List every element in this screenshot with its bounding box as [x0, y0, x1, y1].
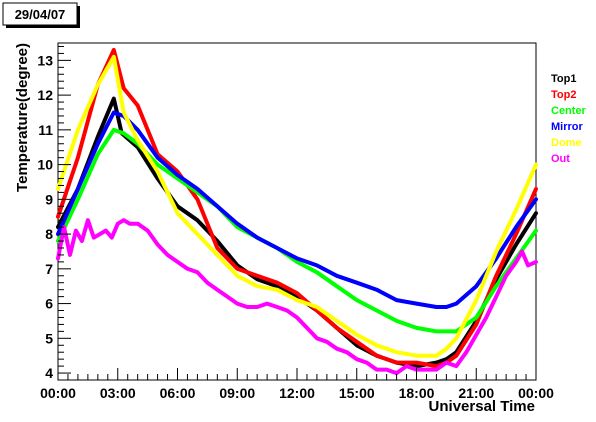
y-tick-label: 8 [45, 226, 53, 242]
x-tick-label: 21:00 [458, 385, 494, 401]
x-tick-label: 15:00 [339, 385, 375, 401]
x-axis: 00:00 03:00 06:00 09:00 12:00 15:00 18:00 21:00… [40, 368, 554, 401]
series-line-center [56, 127, 538, 334]
series-line-dome [56, 54, 538, 358]
x-tick-label: 00:00 [40, 385, 76, 401]
date-box: 29/04/07 [2, 2, 80, 28]
plot-frame [57, 42, 537, 381]
x-tick-label: 03:00 [100, 385, 136, 401]
x-tick-label: 12:00 [279, 385, 315, 401]
legend-entry-center: Center [551, 105, 587, 117]
y-axis: 4 5 6 7 8 9 10 11 12 13 [37, 45, 71, 381]
date-label: 29/04/07 [15, 7, 66, 22]
x-tick-label: 18:00 [399, 385, 435, 401]
y-tick-label: 10 [37, 157, 53, 173]
x-axis-title: Universal Time [429, 398, 535, 415]
series-line-top2 [56, 47, 538, 369]
y-axis-title: Temperature(degree) [14, 43, 31, 192]
legend-entry-top1: Top1 [551, 73, 576, 85]
y-tick-label: 4 [45, 365, 53, 381]
y-tick-label: 6 [45, 296, 53, 312]
x-tick-label: 00:00 [518, 385, 554, 401]
legend: Top1 Top2 Center Mirror Dome Out [551, 73, 587, 165]
series-line-out [56, 218, 538, 376]
legend-entry-dome: Dome [551, 137, 582, 149]
y-tick-label: 7 [45, 261, 53, 277]
legend-entry-mirror: Mirror [551, 121, 584, 133]
x-tick-label: 09:00 [219, 385, 255, 401]
legend-entry-out: Out [551, 153, 570, 165]
y-tick-label: 11 [38, 122, 53, 138]
series-layer [56, 47, 538, 376]
y-tick-label: 12 [37, 87, 53, 103]
y-tick-label: 5 [45, 330, 53, 346]
y-tick-label: 9 [45, 191, 53, 207]
y-tick-label: 13 [37, 52, 53, 68]
legend-entry-top2: Top2 [551, 89, 576, 101]
x-tick-label: 06:00 [160, 385, 196, 401]
